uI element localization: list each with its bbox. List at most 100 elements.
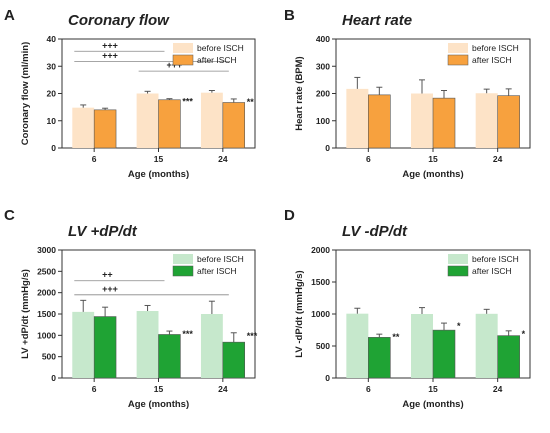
comparison-label: ++ — [102, 270, 113, 280]
y-tick-label: 2000 — [311, 245, 330, 255]
panel-letter: B — [284, 7, 295, 24]
panel-letter: A — [4, 7, 15, 24]
legend-swatch — [447, 54, 469, 66]
panel-title: Coronary flow — [68, 12, 170, 29]
significance-label: ** — [247, 97, 255, 107]
y-tick-label: 0 — [325, 143, 330, 153]
y-tick-label: 0 — [325, 373, 330, 383]
x-axis-title: Age (months) — [402, 399, 463, 410]
y-axis-title: Heart rate (BPM) — [294, 56, 305, 130]
y-tick-label: 300 — [316, 61, 330, 71]
y-tick-label: 0 — [51, 143, 56, 153]
y-tick-label: 400 — [316, 34, 330, 44]
legend-swatch — [173, 254, 193, 264]
panel-title: LV +dP/dt — [68, 223, 138, 240]
bar — [432, 97, 456, 149]
bar — [475, 93, 498, 148]
legend-label: before ISCH — [472, 254, 519, 264]
x-tick-label: 6 — [366, 154, 371, 164]
y-tick-label: 40 — [47, 34, 57, 44]
panel-letter: D — [284, 207, 295, 224]
legend-label: before ISCH — [472, 43, 519, 53]
legend-label: after ISCH — [197, 55, 237, 65]
y-tick-label: 10 — [47, 116, 57, 126]
bar — [497, 95, 520, 149]
legend-label: after ISCH — [472, 266, 512, 276]
y-tick-label: 3000 — [37, 245, 56, 255]
bar — [200, 314, 223, 378]
bar — [222, 102, 246, 149]
significance-label: *** — [182, 97, 193, 107]
bar — [346, 313, 369, 378]
panel-letter: C — [4, 207, 15, 224]
x-tick-label: 24 — [493, 384, 503, 394]
y-tick-label: 20 — [47, 89, 57, 99]
bar — [475, 313, 498, 378]
x-tick-label: 6 — [92, 154, 97, 164]
bar — [93, 316, 117, 379]
y-tick-label: 1500 — [37, 309, 56, 319]
bar — [158, 334, 181, 379]
y-tick-label: 1000 — [37, 330, 56, 340]
y-tick-label: 500 — [42, 352, 56, 362]
panel-title: LV -dP/dt — [342, 223, 408, 240]
bar — [411, 314, 433, 378]
y-axis-title: Coronary flow (ml/min) — [20, 42, 31, 145]
bar — [222, 341, 246, 379]
legend-label: after ISCH — [472, 55, 512, 65]
legend-label: after ISCH — [197, 266, 237, 276]
bar — [368, 337, 391, 379]
x-tick-label: 6 — [92, 384, 97, 394]
panel-c: C LV +dP/dt 0 500 1000 1500 2000 2500 3000 6 15 24 *… — [4, 207, 258, 410]
panel-b: B Heart rate 0 100 200 300 400 6 15 24 before ISCH… — [284, 7, 531, 180]
bar — [93, 109, 117, 149]
y-tick-label: 2500 — [37, 266, 56, 276]
significance-label: * — [522, 329, 526, 339]
legend-swatch — [447, 265, 469, 277]
x-axis-title: Age (months) — [128, 169, 189, 180]
x-tick-label: 15 — [428, 154, 438, 164]
legend-label: before ISCH — [197, 43, 244, 53]
bar — [432, 329, 456, 379]
bar — [346, 88, 369, 148]
bar — [200, 92, 223, 148]
y-axis-title: LV +dP/dt (mmHg/s) — [20, 269, 31, 359]
x-tick-label: 24 — [218, 384, 228, 394]
y-tick-label: 200 — [316, 89, 330, 99]
significance-label: *** — [247, 331, 258, 341]
y-tick-label: 30 — [47, 61, 57, 71]
bar — [411, 93, 433, 148]
bar — [72, 107, 95, 148]
x-axis-title: Age (months) — [402, 169, 463, 180]
bar — [136, 93, 159, 148]
y-tick-label: 1000 — [311, 309, 330, 319]
x-tick-label: 15 — [428, 384, 438, 394]
comparison-label: +++ — [102, 50, 118, 60]
y-tick-label: 2000 — [37, 288, 56, 298]
x-tick-label: 24 — [493, 154, 503, 164]
legend-swatch — [448, 254, 468, 264]
bar — [72, 311, 95, 378]
bar — [368, 94, 391, 149]
x-axis-title: Age (months) — [128, 399, 189, 410]
comparison-label: +++ — [102, 284, 118, 294]
bar — [136, 311, 159, 378]
panel-title: Heart rate — [342, 12, 412, 29]
x-tick-label: 6 — [366, 384, 371, 394]
comparison-label: +++ — [102, 40, 118, 50]
legend-swatch — [172, 265, 194, 277]
x-tick-label: 24 — [218, 154, 228, 164]
y-tick-label: 500 — [316, 341, 330, 351]
significance-label: * — [457, 321, 461, 331]
x-tick-label: 15 — [154, 154, 164, 164]
y-tick-label: 0 — [51, 373, 56, 383]
bar — [497, 335, 520, 379]
y-tick-label: 100 — [316, 116, 330, 126]
bar — [158, 99, 181, 149]
y-axis-title: LV -dP/dt (mmHg/s) — [294, 270, 305, 357]
significance-label: *** — [182, 329, 193, 339]
legend-swatch — [172, 54, 194, 66]
